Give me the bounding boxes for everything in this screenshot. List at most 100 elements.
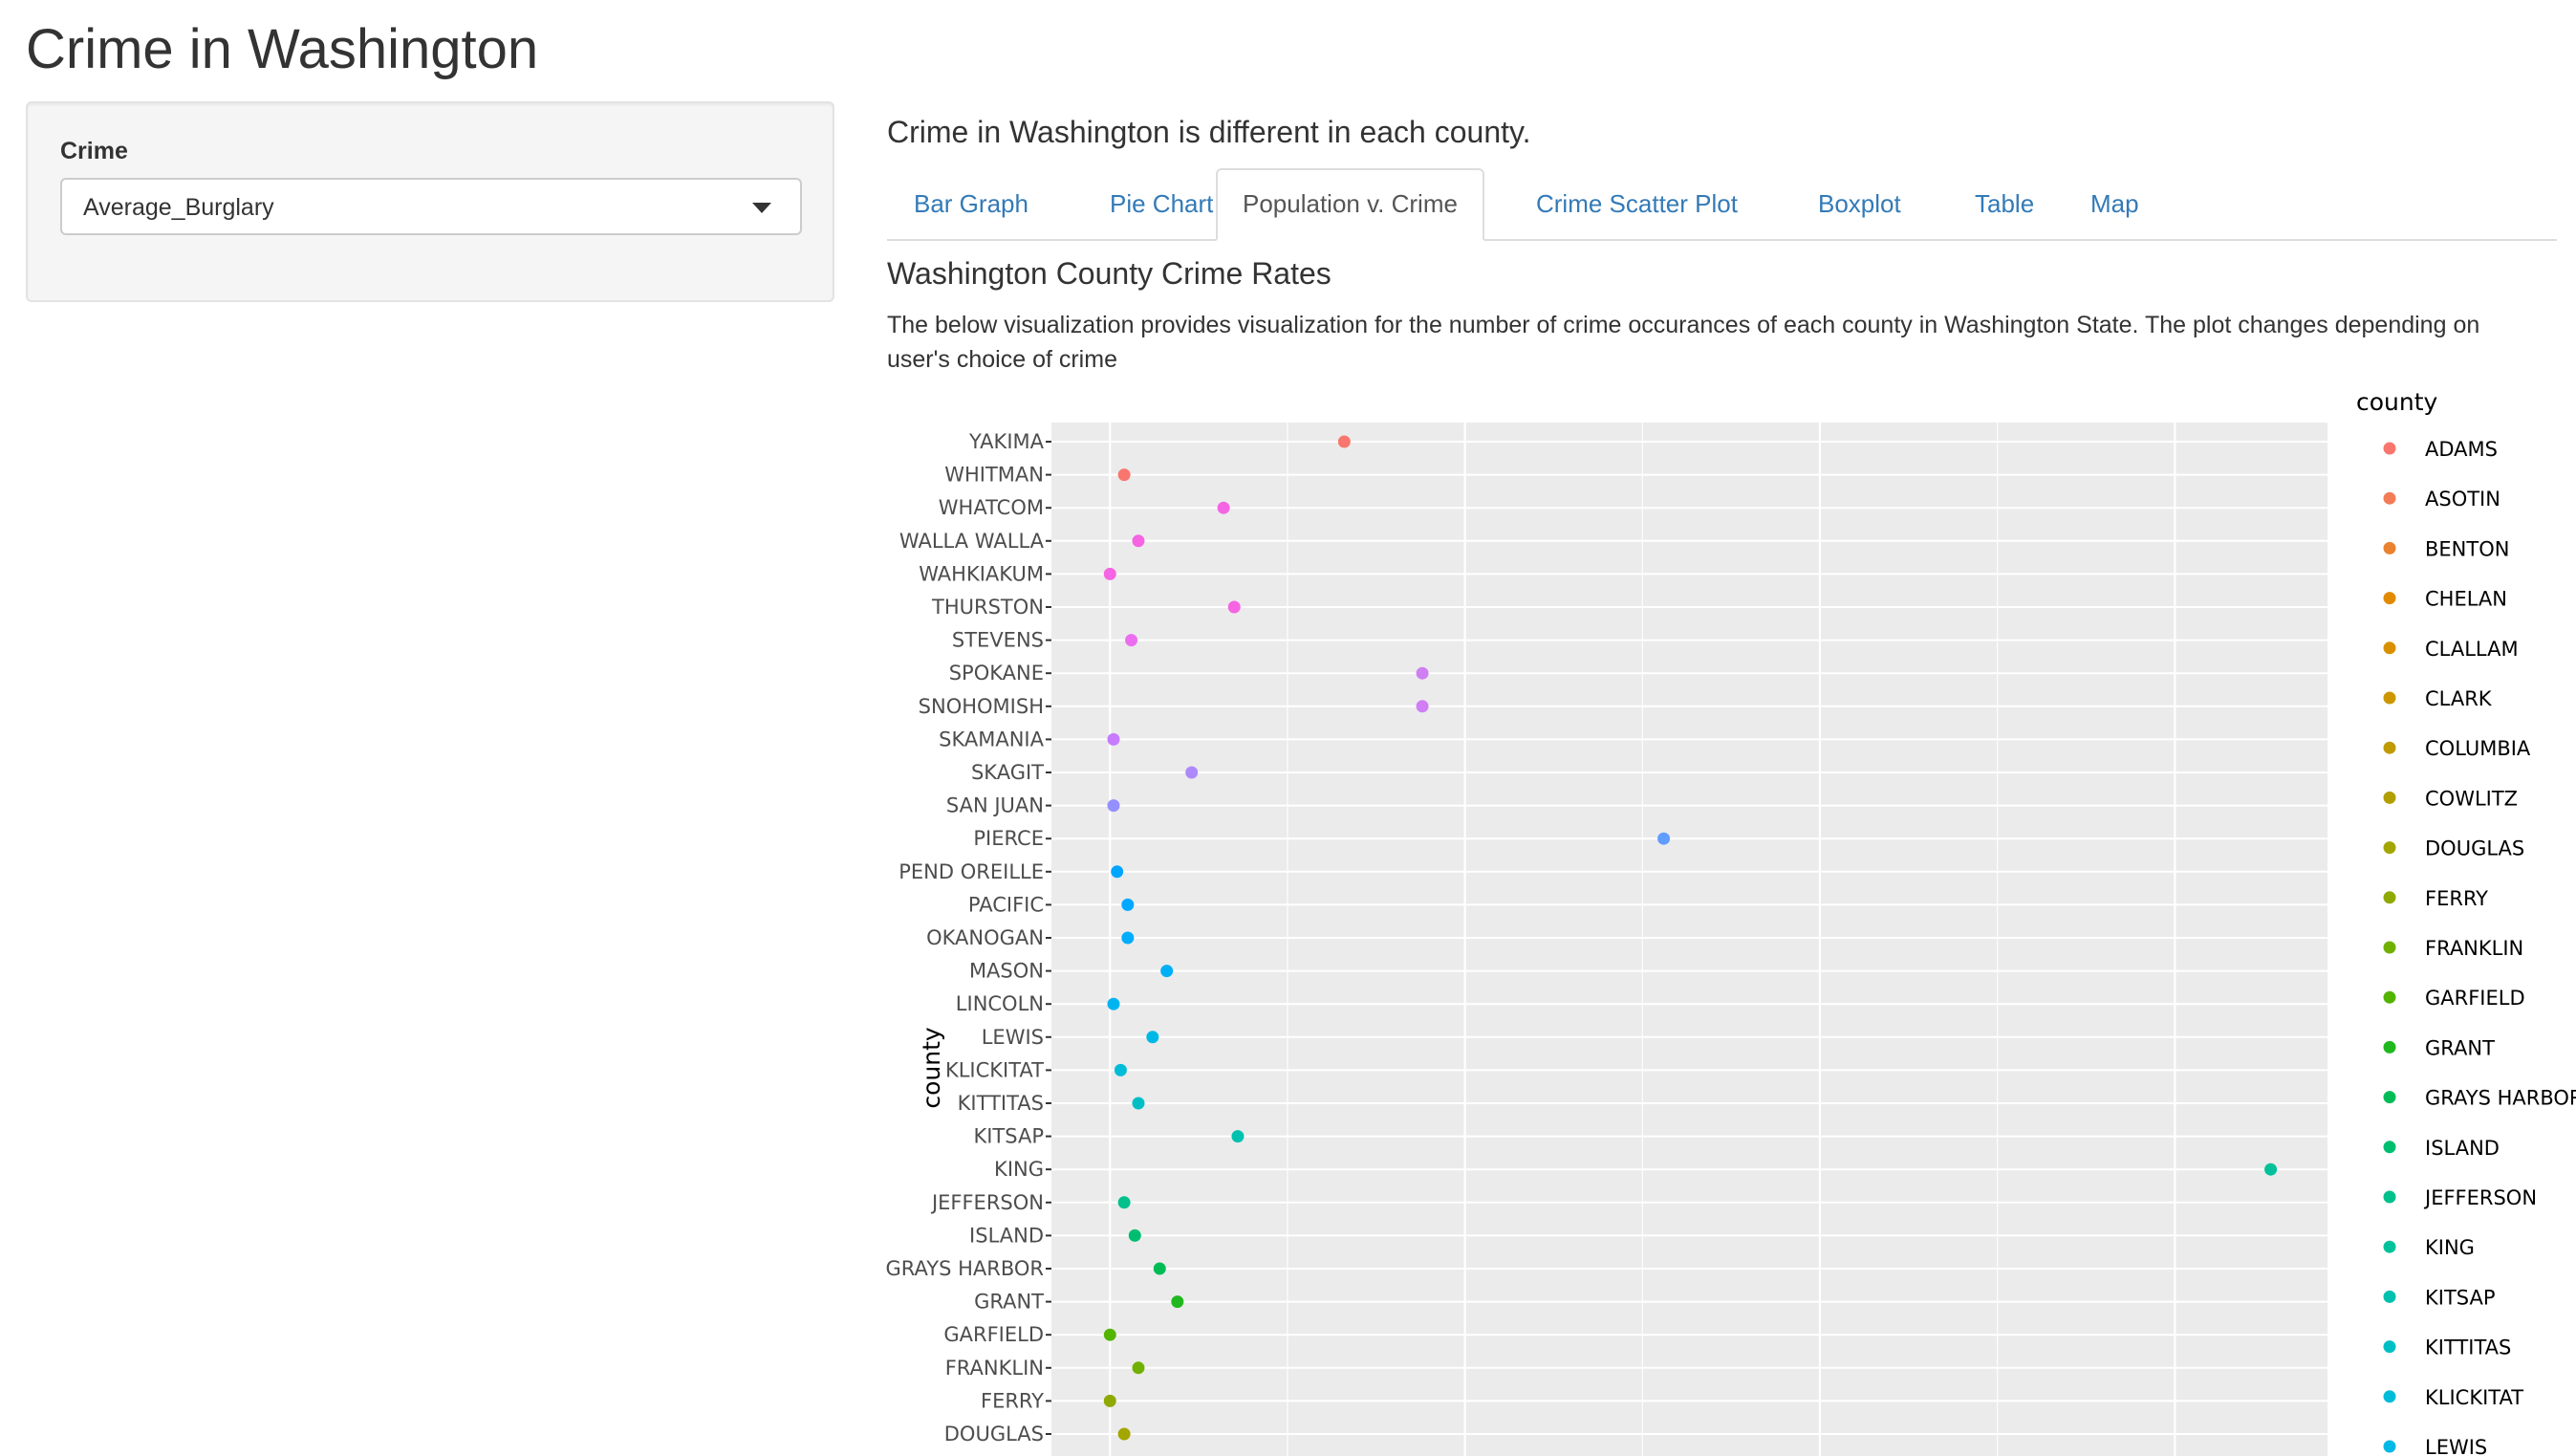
crime-select-value: Average_Burglary bbox=[83, 194, 274, 221]
tab-boxplot[interactable]: Boxplot bbox=[1818, 189, 1901, 218]
caret-down-icon bbox=[752, 203, 771, 213]
crime-select[interactable]: Average_Burglary bbox=[60, 178, 802, 235]
legend-label: CHELAN bbox=[2425, 588, 2507, 611]
data-point-douglas bbox=[1117, 1427, 1131, 1441]
data-point-pierce bbox=[1657, 832, 1671, 845]
y-tick-label: DOUGLAS bbox=[944, 1423, 1044, 1445]
data-point-franklin bbox=[1132, 1361, 1145, 1375]
legend: ADAMS ASOTIN BENTON CHELAN CLALLAM CLARK COLUM… bbox=[2383, 438, 2576, 1456]
tab-population-v-crime[interactable]: Population v. Crime bbox=[1216, 168, 1484, 241]
data-point-pacific bbox=[1121, 898, 1135, 911]
data-point-whatcom bbox=[1217, 501, 1230, 514]
data-point-pend-oreille bbox=[1111, 865, 1124, 879]
y-axis-title: county bbox=[918, 1027, 945, 1109]
y-tick-label: MASON bbox=[969, 960, 1044, 983]
legend-key bbox=[2383, 1440, 2396, 1453]
data-point-kittitas bbox=[1132, 1097, 1145, 1110]
sidebar-panel: Crime Average_Burglary bbox=[26, 101, 834, 302]
legend-label: COWLITZ bbox=[2425, 787, 2518, 810]
legend-label: FERRY bbox=[2425, 887, 2488, 910]
legend-key bbox=[2383, 592, 2396, 605]
legend-key bbox=[2383, 891, 2396, 904]
legend-label: ISLAND bbox=[2425, 1137, 2500, 1160]
y-tick-label: FERRY bbox=[981, 1389, 1044, 1412]
legend-key bbox=[2383, 990, 2396, 1004]
data-point-mason bbox=[1160, 965, 1174, 978]
y-tick-label: WALLA WALLA bbox=[899, 530, 1045, 553]
legend-key bbox=[2383, 1141, 2396, 1154]
y-tick-label: SPOKANE bbox=[949, 662, 1044, 685]
data-point-thurston bbox=[1227, 600, 1241, 614]
legend-label: DOUGLAS bbox=[2425, 837, 2524, 860]
y-tick-label: STEVENS bbox=[952, 629, 1044, 652]
data-point-king bbox=[2264, 1163, 2278, 1176]
y-tick-label: YAKIMA bbox=[968, 430, 1045, 453]
data-points bbox=[1103, 435, 2278, 1441]
legend-label: BENTON bbox=[2425, 537, 2509, 560]
legend-label: GARFIELD bbox=[2425, 987, 2525, 1010]
data-point-wahkiakum bbox=[1103, 567, 1116, 580]
legend-key bbox=[2383, 741, 2396, 754]
legend-key bbox=[2383, 442, 2396, 455]
legend-key bbox=[2383, 1240, 2396, 1253]
y-tick-label: WAHKIAKUM bbox=[919, 562, 1044, 585]
legend-label: KITTITAS bbox=[2425, 1336, 2511, 1359]
legend-key bbox=[2383, 841, 2396, 855]
legend-label: KLICKITAT bbox=[2425, 1386, 2523, 1409]
y-tick-label: SKAGIT bbox=[971, 761, 1044, 784]
legend-key bbox=[2383, 1290, 2396, 1303]
legend-label: CLALLAM bbox=[2425, 638, 2519, 661]
data-point-snohomish bbox=[1416, 700, 1429, 713]
legend-key bbox=[2383, 791, 2396, 804]
data-point-okanogan bbox=[1121, 931, 1135, 945]
legend-key bbox=[2383, 1040, 2396, 1054]
y-tick-label: KLICKITAT bbox=[945, 1058, 1044, 1081]
legend-title: county bbox=[2356, 388, 2438, 416]
y-tick-label: KITTITAS bbox=[958, 1092, 1044, 1115]
y-axis-ticks: YAKIMA WHITMAN WHATCOM WALLA WALLA WAHKIAKUM… bbox=[886, 430, 1051, 1445]
y-tick-label: PEND OREILLE bbox=[898, 860, 1044, 883]
y-tick-label: THURSTON bbox=[931, 596, 1044, 619]
y-tick-label: JEFFERSON bbox=[930, 1191, 1044, 1214]
y-tick-label: GRAYS HARBOR bbox=[886, 1257, 1045, 1280]
y-tick-label: KING bbox=[994, 1158, 1044, 1181]
y-tick-label: ISLAND bbox=[969, 1224, 1044, 1247]
y-tick-label: WHITMAN bbox=[944, 464, 1044, 487]
legend-key bbox=[2383, 491, 2396, 505]
tab-bar-graph[interactable]: Bar Graph bbox=[914, 189, 1028, 218]
data-point-whitman bbox=[1117, 468, 1131, 482]
tab-pie-chart[interactable]: Pie Chart bbox=[1110, 189, 1214, 218]
data-point-grays-harbor bbox=[1153, 1262, 1166, 1275]
legend-key bbox=[2383, 641, 2396, 655]
y-tick-label: OKANOGAN bbox=[926, 926, 1044, 949]
data-point-yakima bbox=[1337, 435, 1351, 448]
legend-key bbox=[2383, 541, 2396, 554]
data-point-lewis bbox=[1146, 1031, 1159, 1044]
tab-table[interactable]: Table bbox=[1975, 189, 2035, 218]
tab-map[interactable]: Map bbox=[2090, 189, 2139, 218]
legend-key bbox=[2383, 1190, 2396, 1204]
legend-label: GRANT bbox=[2425, 1036, 2495, 1059]
data-point-island bbox=[1128, 1228, 1141, 1242]
data-point-jefferson bbox=[1117, 1196, 1131, 1209]
y-tick-label: LEWIS bbox=[982, 1026, 1044, 1049]
data-point-grant bbox=[1171, 1295, 1184, 1309]
data-point-skagit bbox=[1185, 766, 1199, 779]
legend-label: CLARK bbox=[2425, 687, 2493, 710]
tab-crime-scatter-plot[interactable]: Crime Scatter Plot bbox=[1536, 189, 1738, 218]
legend-label: KING bbox=[2425, 1236, 2475, 1259]
y-tick-label: LINCOLN bbox=[956, 992, 1044, 1015]
data-point-ferry bbox=[1103, 1394, 1116, 1407]
legend-label: FRANKLIN bbox=[2425, 937, 2523, 960]
legend-label: ASOTIN bbox=[2425, 488, 2500, 511]
data-point-klickitat bbox=[1114, 1063, 1127, 1076]
data-point-san-juan bbox=[1107, 799, 1120, 813]
plot-panel bbox=[1051, 423, 2327, 1456]
legend-key bbox=[2383, 1390, 2396, 1403]
y-tick-label: WHATCOM bbox=[939, 496, 1044, 519]
y-tick-label: SAN JUAN bbox=[946, 794, 1044, 817]
legend-label: KITSAP bbox=[2425, 1286, 2496, 1309]
data-point-lincoln bbox=[1107, 997, 1120, 1011]
legend-key bbox=[2383, 941, 2396, 954]
